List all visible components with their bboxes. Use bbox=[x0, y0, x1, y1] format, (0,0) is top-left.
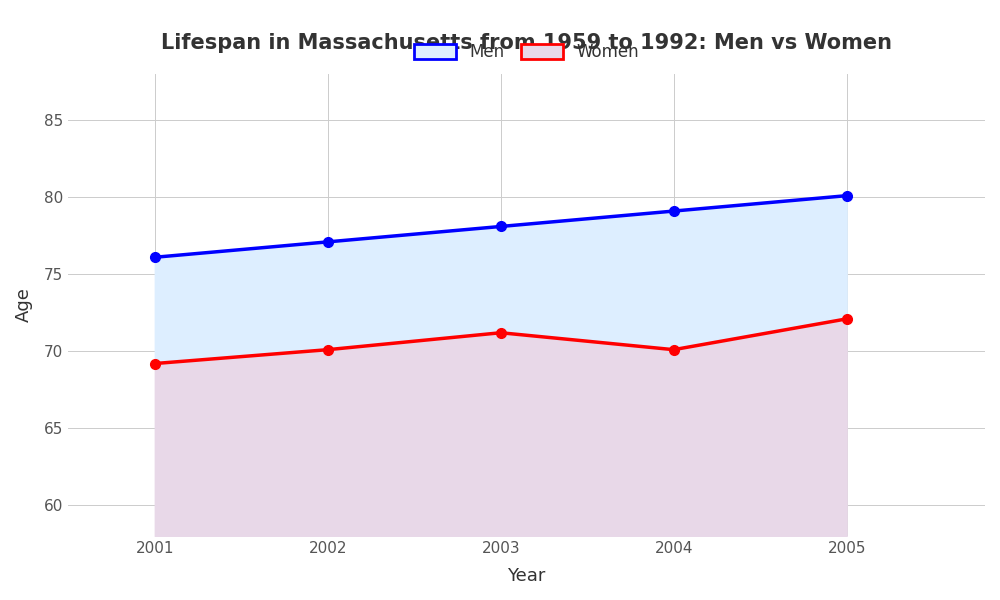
Legend: Men, Women: Men, Women bbox=[408, 36, 646, 67]
Title: Lifespan in Massachusetts from 1959 to 1992: Men vs Women: Lifespan in Massachusetts from 1959 to 1… bbox=[161, 33, 892, 53]
Y-axis label: Age: Age bbox=[15, 287, 33, 322]
X-axis label: Year: Year bbox=[507, 567, 546, 585]
